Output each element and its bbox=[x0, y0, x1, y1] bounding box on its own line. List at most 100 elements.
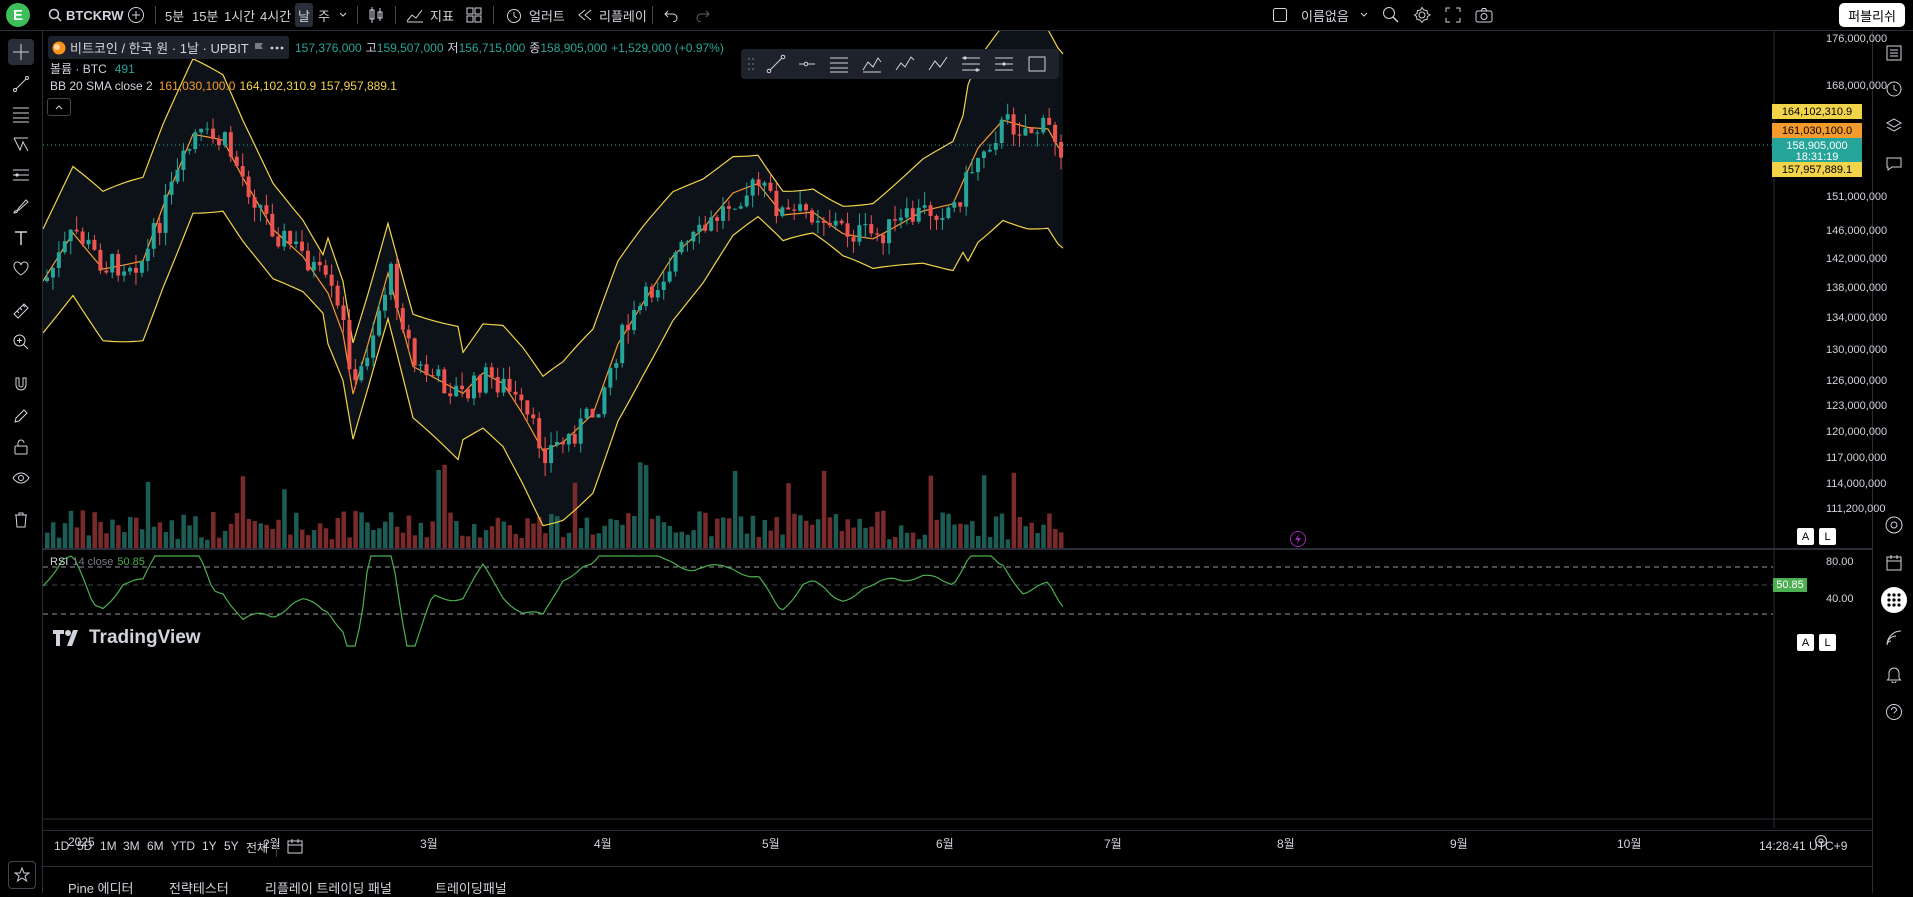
range-1d[interactable]: 1D bbox=[54, 839, 70, 853]
parallel-channel-icon[interactable] bbox=[828, 54, 850, 74]
time-label-2025: 2025 bbox=[68, 835, 95, 849]
trendline-tool[interactable] bbox=[8, 71, 34, 97]
bb-legend[interactable]: BB 20 SMA close 2 161,030,100.0 164,102,… bbox=[50, 79, 397, 93]
interval-dropdown[interactable] bbox=[338, 0, 348, 30]
streams-button[interactable] bbox=[1881, 625, 1907, 651]
tab-trading-panel[interactable]: 트레이딩패널 bbox=[435, 881, 507, 896]
replay-label: 리플레이 bbox=[599, 8, 647, 24]
range-3m[interactable]: 3M bbox=[123, 839, 140, 853]
calendar-button[interactable] bbox=[1881, 550, 1907, 576]
settings-button[interactable] bbox=[1413, 0, 1431, 30]
interval-4h[interactable]: 4시간 bbox=[260, 8, 292, 24]
pattern-tool[interactable] bbox=[8, 131, 34, 157]
floating-drawing-toolbar[interactable] bbox=[741, 49, 1059, 79]
layouts-button[interactable] bbox=[466, 0, 482, 30]
chart-area[interactable]: 비트코인 / 한국 원 · 1날 · UPBIT 157,376,000 고 15… bbox=[43, 31, 1887, 851]
user-avatar[interactable]: E bbox=[6, 3, 30, 27]
text-tool[interactable] bbox=[8, 225, 34, 251]
alerts-panel-button[interactable] bbox=[1881, 76, 1907, 102]
hotlist-button[interactable] bbox=[1881, 512, 1907, 538]
range-all[interactable]: 전체 bbox=[246, 841, 269, 855]
symbol-legend[interactable]: 비트코인 / 한국 원 · 1날 · UPBIT bbox=[48, 36, 289, 59]
interval-5m[interactable]: 5분 bbox=[165, 8, 185, 24]
remove-drawings-tool[interactable] bbox=[8, 507, 34, 533]
hide-drawings-tool[interactable] bbox=[8, 465, 34, 491]
chats-button[interactable] bbox=[1881, 151, 1907, 177]
notifications-button[interactable] bbox=[1881, 661, 1907, 687]
log-scale-button[interactable]: L bbox=[1819, 528, 1836, 545]
quick-search-button[interactable] bbox=[1382, 0, 1400, 30]
watchlist-button[interactable] bbox=[1881, 40, 1907, 66]
volume-bar bbox=[726, 518, 732, 548]
question-icon bbox=[1886, 704, 1902, 720]
time-axis-settings[interactable] bbox=[1814, 834, 1828, 851]
candle-body bbox=[1047, 117, 1052, 125]
range-5d[interactable]: 5D bbox=[77, 839, 93, 853]
interval-day[interactable]: 날 bbox=[295, 3, 313, 27]
candle-body bbox=[329, 274, 334, 286]
publish-button[interactable]: 퍼블리쉬 bbox=[1839, 3, 1905, 27]
pitchfork-icon[interactable] bbox=[861, 54, 883, 74]
candle-body bbox=[335, 285, 340, 306]
crosshair-tool[interactable] bbox=[8, 39, 34, 65]
chart-type-button[interactable] bbox=[368, 0, 384, 30]
zoom-tool[interactable] bbox=[8, 329, 34, 355]
object-tree-button[interactable] bbox=[1881, 113, 1907, 139]
rsi-log-scale-button[interactable]: L bbox=[1819, 634, 1836, 651]
rsi-legend[interactable]: RSI 14 close 50.85 bbox=[50, 556, 145, 568]
elliott-wave-icon[interactable] bbox=[894, 54, 916, 74]
forecast-tool[interactable] bbox=[8, 162, 34, 188]
redo-button[interactable] bbox=[695, 0, 711, 30]
layout-menu[interactable]: 이름없음 bbox=[1272, 0, 1369, 30]
indicators-button[interactable]: 지표 bbox=[406, 0, 454, 30]
goto-date-button[interactable] bbox=[286, 839, 304, 858]
icon-tool[interactable] bbox=[8, 256, 34, 282]
tab-replay-trading[interactable]: 리플레이 트레이딩 패널 bbox=[265, 881, 392, 896]
tab-pine-editor[interactable]: Pine 에디터 bbox=[68, 881, 134, 896]
measure-tool[interactable] bbox=[8, 298, 34, 324]
alert-button[interactable]: 얼러트 bbox=[505, 0, 565, 30]
stay-drawing-tool[interactable] bbox=[8, 403, 34, 429]
auto-scale-button[interactable]: A bbox=[1797, 528, 1814, 545]
snapshot-button[interactable] bbox=[1475, 0, 1493, 30]
tab-strategy-tester[interactable]: 전략테스터 bbox=[169, 881, 229, 896]
interval-15m[interactable]: 15분 bbox=[192, 8, 219, 24]
range-ytd[interactable]: YTD bbox=[171, 839, 195, 853]
candle-body bbox=[1059, 142, 1064, 158]
clock[interactable]: 14:28:41 UTC+9 bbox=[1759, 839, 1848, 853]
apps-button[interactable] bbox=[1881, 587, 1907, 613]
fib-tool[interactable] bbox=[8, 101, 34, 127]
help-button[interactable] bbox=[1881, 699, 1907, 725]
favorites-tool[interactable] bbox=[8, 861, 36, 889]
rsi-auto-scale-button[interactable]: A bbox=[1797, 634, 1814, 651]
volume-legend[interactable]: 볼륨 · BTC 491 bbox=[50, 60, 135, 77]
range-1y[interactable]: 1Y bbox=[202, 839, 217, 853]
rectangle-icon[interactable] bbox=[1026, 54, 1048, 74]
fib-retracement-icon[interactable] bbox=[960, 54, 982, 74]
range-5y[interactable]: 5Y bbox=[224, 839, 239, 853]
compare-button[interactable] bbox=[127, 0, 145, 30]
fib-extension-icon[interactable] bbox=[993, 54, 1015, 74]
trendline-icon[interactable] bbox=[766, 54, 786, 74]
magnet-tool[interactable] bbox=[8, 371, 34, 397]
fullscreen-button[interactable] bbox=[1445, 0, 1461, 30]
candle-body bbox=[216, 138, 221, 146]
interval-1h[interactable]: 1시간 bbox=[224, 8, 256, 24]
horizontal-ray-icon[interactable] bbox=[797, 54, 817, 74]
tradingview-logo[interactable]: TradingView bbox=[53, 627, 201, 649]
lock-drawings-tool[interactable] bbox=[8, 434, 34, 460]
replay-button[interactable]: 리플레이 bbox=[577, 0, 647, 30]
symbol-search[interactable]: BTCKRW bbox=[48, 0, 124, 30]
chart-canvas[interactable] bbox=[43, 31, 1872, 828]
range-1m[interactable]: 1M bbox=[100, 839, 117, 853]
drag-handle-icon[interactable] bbox=[747, 57, 755, 71]
volume-bar bbox=[697, 511, 702, 548]
interval-week[interactable]: 주 bbox=[318, 8, 330, 24]
undo-button[interactable] bbox=[663, 0, 679, 30]
collapse-legend-button[interactable] bbox=[47, 98, 71, 116]
candle-body bbox=[50, 267, 55, 278]
brush-tool[interactable] bbox=[8, 193, 34, 219]
abc-wave-icon[interactable] bbox=[927, 54, 949, 74]
range-6m[interactable]: 6M bbox=[147, 839, 164, 853]
events-marker[interactable] bbox=[1290, 531, 1306, 547]
